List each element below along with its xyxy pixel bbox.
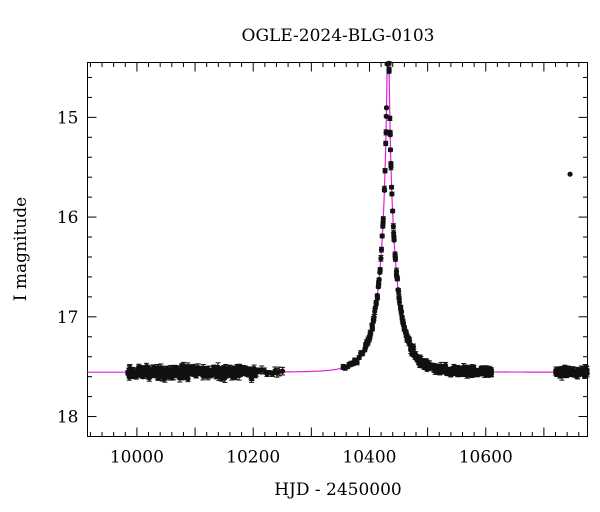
data-point	[373, 300, 379, 306]
data-point	[390, 223, 396, 229]
data-point	[396, 294, 402, 300]
data-point	[386, 60, 392, 67]
data-point	[394, 276, 401, 282]
y-axis-label: I magnitude	[11, 197, 31, 301]
data-point	[185, 376, 191, 382]
x-tick-label: 10400	[342, 448, 396, 468]
axis-ticks-layer: 10000 10200 10400 10600 15 16 17 18	[57, 62, 588, 468]
x-axis-label: HJD - 2450000	[274, 480, 402, 500]
data-point	[386, 66, 392, 72]
y-tick-label: 15	[57, 108, 79, 128]
data-point	[392, 256, 399, 262]
x-tick-label: 10600	[459, 448, 513, 468]
data-point	[383, 140, 389, 147]
chart-title: OGLE-2024-BLG-0103	[242, 26, 435, 46]
data-point	[567, 171, 573, 177]
data-point	[378, 247, 385, 253]
data-point	[391, 230, 397, 236]
data-point	[378, 255, 384, 261]
data-point	[377, 266, 383, 273]
data-point	[392, 251, 398, 257]
data-point	[396, 299, 403, 305]
y-tick-label: 17	[57, 308, 79, 328]
data-point	[387, 115, 393, 121]
model-curve	[87, 61, 588, 373]
plot-frame	[87, 62, 588, 437]
data-point	[372, 305, 378, 311]
data-point	[388, 164, 394, 170]
data-point	[379, 233, 385, 239]
data-point	[442, 362, 449, 369]
data-point	[390, 208, 396, 214]
data-points-layer	[125, 60, 590, 383]
x-tick-label: 10200	[226, 448, 280, 468]
y-tick-label: 16	[57, 208, 79, 228]
data-point	[488, 371, 495, 377]
data-point	[393, 268, 400, 274]
data-point	[354, 359, 360, 366]
data-point	[381, 187, 388, 193]
data-point	[382, 168, 388, 174]
data-point	[410, 344, 417, 350]
data-point	[380, 220, 386, 226]
data-point	[371, 314, 377, 320]
data-point	[406, 337, 413, 344]
data-point	[383, 105, 390, 111]
data-point	[395, 288, 402, 294]
data-point	[369, 325, 375, 331]
y-tick-label: 18	[57, 408, 79, 428]
data-point	[387, 147, 394, 153]
data-point	[279, 368, 286, 374]
data-point	[374, 295, 381, 301]
data-point	[388, 184, 395, 190]
data-point	[376, 276, 382, 283]
model-curve-layer	[87, 61, 588, 373]
data-point	[383, 129, 389, 135]
data-point	[391, 237, 397, 243]
data-point	[398, 309, 405, 315]
data-point	[389, 191, 395, 197]
x-tick-label: 10000	[110, 448, 164, 468]
data-point	[584, 370, 590, 377]
data-point	[376, 281, 382, 287]
data-point	[380, 216, 386, 222]
data-point	[387, 129, 393, 135]
